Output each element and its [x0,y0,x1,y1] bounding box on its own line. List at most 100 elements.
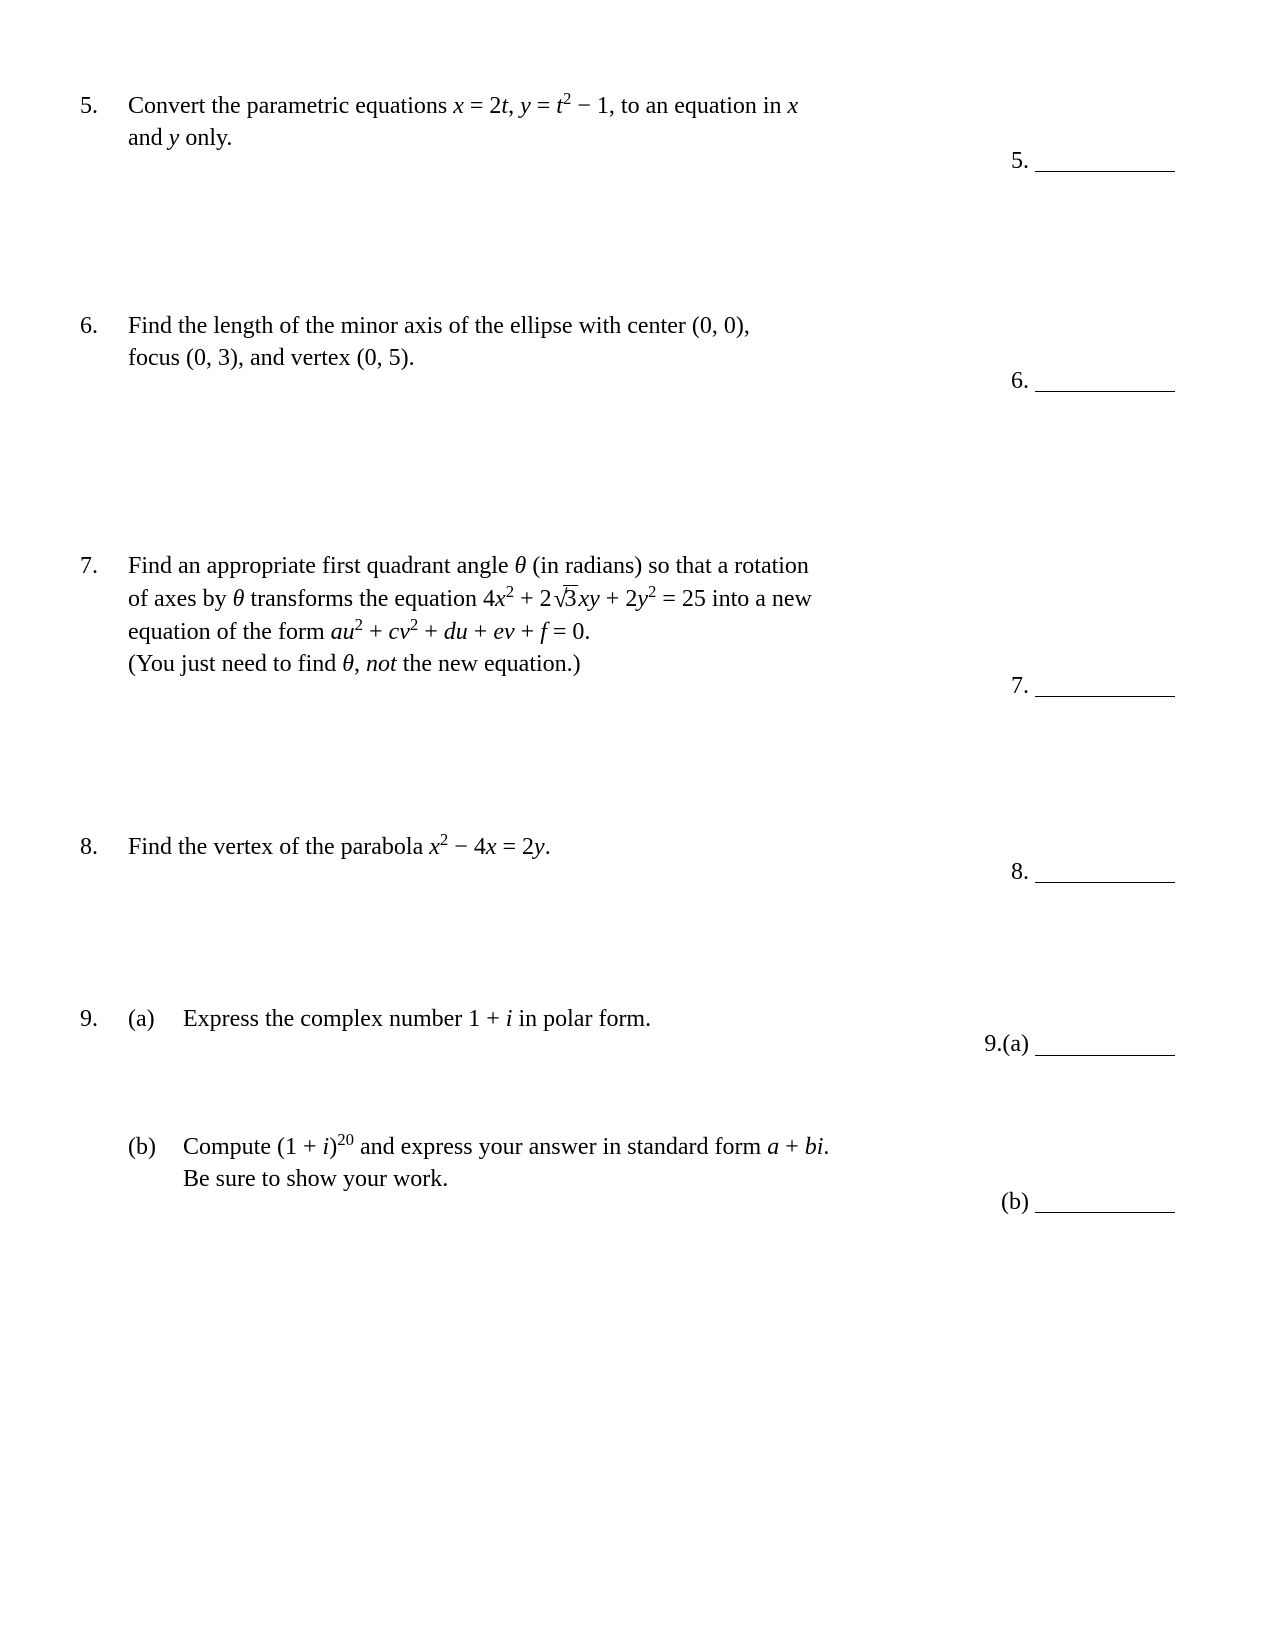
answer-label: 8. [1011,856,1035,888]
problem-9a: 9. (a) Express the complex number 1 + i … [80,1003,1175,1035]
text: Compute (1 + [183,1134,323,1160]
problem-text: Compute (1 + i)20 and express your answe… [183,1131,898,1196]
var-theta: θ [342,651,354,677]
subpart-label: (a) [128,1003,183,1035]
problem-number: 5. [80,90,128,122]
text: (You just need to find [128,651,342,677]
text: ) [329,1134,337,1160]
problem-7: 7. Find an appropriate first quadrant an… [80,550,1175,681]
text: = 2 [464,93,502,119]
worksheet-page: 5. Convert the parametric equations x = … [0,0,1275,1650]
problem-text: Find the length of the minor axis of the… [128,310,898,375]
term: du [444,619,468,645]
text: + [363,619,389,645]
var-x: x [788,93,799,119]
text: , to an equation in [609,93,788,119]
var-a: a [767,1134,779,1160]
subpart-label: (b) [128,1131,183,1163]
text: + [515,619,541,645]
var-y: y [520,93,531,119]
text: Find the vertex of the parabola [128,834,429,860]
exponent: 20 [337,1130,354,1149]
text: + [418,619,444,645]
text: = 2 [496,834,534,860]
var-y: y [637,586,648,612]
problem-9: 9. (a) Express the complex number 1 + i … [80,1003,1175,1195]
text: + 2 [514,586,552,612]
problem-number: 8. [80,831,128,863]
var-x: x [453,93,464,119]
answer-blank-9b: (b) [1001,1186,1175,1218]
text: − 4 [448,834,486,860]
answer-blank-6: 6. [1011,365,1175,397]
answer-label: 6. [1011,365,1035,397]
var-xy: xy [578,586,599,612]
var-theta: θ [233,586,245,612]
problem-text: Express the complex number 1 + i in pola… [183,1003,898,1035]
text: . [823,1134,829,1160]
var-x: x [429,834,440,860]
problem-text: Find the vertex of the parabola x2 − 4x … [128,831,898,863]
text: in polar form. [512,1006,651,1032]
answer-blank-9a: 9.(a) [984,1028,1175,1060]
answer-line[interactable] [1035,881,1175,883]
var-theta: θ [515,553,527,579]
answer-line[interactable] [1035,1211,1175,1213]
term: f [540,619,547,645]
text: and [128,125,169,151]
text: Find the length of the minor axis of the… [128,313,750,339]
emphasis: not [366,651,397,677]
text: + [468,619,494,645]
answer-blank-8: 8. [1011,856,1175,888]
answer-line[interactable] [1035,695,1175,697]
problem-5: 5. Convert the parametric equations x = … [80,90,1175,155]
text: Find an appropriate first quadrant angle [128,553,515,579]
answer-line[interactable] [1035,390,1175,392]
text: + 2 [600,586,638,612]
problem-8: 8. Find the vertex of the parabola x2 − … [80,831,1175,863]
text: and express your answer in standard form [354,1134,767,1160]
problem-text: Find an appropriate first quadrant angle… [128,550,898,681]
answer-line[interactable] [1035,1054,1175,1056]
exponent: 2 [355,615,363,634]
text: = [531,93,557,119]
text: transforms the equation 4 [244,586,495,612]
text: (in radians) so that a rotation [526,553,809,579]
term: cv [389,619,410,645]
problem-9b: (b) Compute (1 + i)20 and express your a… [80,1131,1175,1196]
answer-label: 9.(a) [984,1028,1035,1060]
text: only. [179,125,232,151]
text: + [779,1134,805,1160]
text: of axes by [128,586,233,612]
problem-6: 6. Find the length of the minor axis of … [80,310,1175,375]
text: Express the complex number 1 + [183,1006,506,1032]
answer-blank-5: 5. [1011,145,1175,177]
text: focus (0, 3), and vertex (0, 5). [128,345,415,371]
text: . [545,834,551,860]
answer-label: (b) [1001,1186,1035,1218]
text: = 25 into a new [656,586,812,612]
text: the new equation.) [397,651,581,677]
sqrt: √3 [552,582,579,616]
text: , [508,93,520,119]
var-y: y [534,834,545,860]
text: , [354,651,366,677]
text: Be sure to show your work. [183,1166,448,1192]
var-x: x [486,834,497,860]
text: − 1 [571,93,609,119]
var-bi: bi [805,1134,824,1160]
term: ev [493,619,514,645]
exponent: 2 [410,615,418,634]
var-x: x [495,586,506,612]
problem-number: 9. [80,1003,128,1035]
var-y: y [169,125,180,151]
exponent: 2 [506,582,514,601]
text: Convert the parametric equations [128,93,453,119]
answer-line[interactable] [1035,170,1175,172]
problem-number: 7. [80,550,128,582]
var-t: t [556,93,563,119]
answer-label: 5. [1011,145,1035,177]
text: equation of the form [128,619,331,645]
text: = 0. [547,619,591,645]
answer-blank-7: 7. [1011,670,1175,702]
